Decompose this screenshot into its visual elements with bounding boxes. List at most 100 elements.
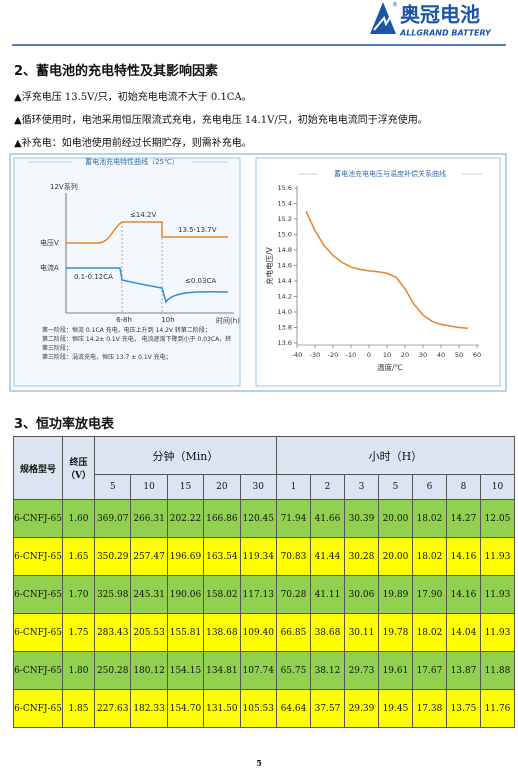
bullet: ▲循环使用时，电池采用恒压限流式充电，充电电压 14.1V/只，初始充电电流同于… (14, 115, 428, 126)
value-cell: 158.02 (203, 575, 241, 614)
chart-title: 蓄电池充电电压与温度补偿关系曲线 (334, 169, 446, 178)
y-tick-label: 14.4 (278, 277, 292, 285)
value-cell: 30.28 (343, 537, 379, 576)
value-cell: 30.39 (343, 499, 379, 538)
y-tick-label: 15.0 (278, 231, 292, 239)
value-cell: 17.90 (411, 575, 447, 614)
current-label: 电流A (40, 263, 59, 272)
column-header: 2 (309, 474, 345, 500)
y-axis-label: 充电电压/V (264, 246, 274, 285)
note: 第一阶段：恒流 0.1CA 充电，电压上升到 14.2V 转第二阶段； (42, 327, 211, 334)
value-cell: 38.12 (309, 651, 345, 690)
value-cell: 134.81 (203, 651, 241, 690)
value-cell: 20.00 (377, 499, 413, 538)
value-cell: 350.29 (93, 537, 132, 576)
series-label: 12V系列 (50, 182, 78, 191)
voltage-label: 电压V (40, 238, 59, 247)
value-cell: 11.76 (479, 689, 515, 728)
value-cell: 30.06 (343, 575, 379, 614)
figure-area: ® 奥冠电池 ALLGRAND BATTERY 蓄电池充电特性曲线（25℃） 1… (9, 2, 507, 392)
value-cell: 18.02 (411, 613, 447, 652)
value-cell: 14.27 (445, 499, 481, 538)
bullet: ▲浮充电压 13.5V/只，初始充电电流不大于 0.1CA。 (14, 92, 252, 103)
time-axis-label: 时间(h) (216, 316, 240, 325)
left-panel (13, 157, 241, 387)
column-header: 3 (343, 474, 379, 500)
time-label: 10h (161, 316, 174, 324)
value-cell: 182.33 (130, 689, 168, 728)
value-cell: 18.02 (411, 499, 447, 538)
float-label: 13.5-13.7V (178, 226, 217, 234)
y-tick-label: 15.6 (278, 184, 292, 192)
y-tick-label: 14.6 (278, 262, 292, 270)
data-row: 6-CNFJ-65 1.60 369.07 266.31 202.22 166.86 120… (13, 499, 515, 538)
x-tick-label: -20 (328, 351, 339, 359)
value-cell: 109.40 (239, 613, 277, 652)
value-cell: 38.68 (309, 613, 345, 652)
data-row: 6-CNFJ-65 1.75 283.43 205.53 155.81 138.68 109… (13, 613, 515, 652)
value-cell: 205.53 (130, 613, 168, 652)
value-cell: 120.45 (239, 499, 277, 538)
value-cell: 14.16 (445, 537, 481, 576)
brand-en: ALLGRAND BATTERY (399, 29, 492, 38)
column-header: 30 (239, 474, 277, 500)
value-cell: 325.98 (93, 575, 132, 614)
model-cell: 6-CNFJ-65 (13, 575, 63, 614)
page-number: 5 (256, 758, 262, 768)
y-tick-label: 15.2 (278, 215, 292, 223)
x-tick-label: 50 (455, 351, 463, 359)
current-curve (66, 267, 229, 304)
value-cell: 29.73 (343, 651, 379, 690)
value-cell: 13.75 (445, 689, 481, 728)
x-tick-label: 30 (419, 351, 427, 359)
value-cell: 117.13 (239, 575, 277, 614)
header-row: 5 10 15 20 30 1 2 3 5 6 8 10 (14, 474, 515, 500)
model-cell: 6-CNFJ-65 (13, 499, 63, 538)
model-cell: 6-CNFJ-65 (13, 537, 63, 576)
logo-stroke (373, 13, 393, 31)
value-cell: 30.11 (343, 613, 379, 652)
header-line: （V） (66, 471, 91, 481)
brand: 奥冠电池 (400, 3, 480, 27)
data-row: 6-CNFJ-65 1.65 350.29 257.47 196.69 163.54 119… (13, 537, 515, 576)
section-title: 2、蓄电池的充电特性及其影响因素 (14, 64, 219, 79)
value-cell: 19.45 (377, 689, 413, 728)
value-cell: 180.12 (130, 651, 168, 690)
value-cell: 20.00 (377, 537, 413, 576)
y-tick-label: 14.0 (278, 308, 292, 316)
value-cell: 11.93 (479, 575, 515, 614)
value-cell: 131.50 (203, 689, 241, 728)
value-cell: 66.85 (275, 613, 311, 652)
x-axis-label: 温度/℃ (377, 362, 403, 372)
column-header: 15 (166, 474, 205, 500)
model-cell: 6-CNFJ-65 (13, 613, 63, 652)
value-cell: 65.75 (275, 651, 311, 690)
initial-current-label: 0.1-0.12CA (74, 273, 113, 281)
value-cell: 245.31 (130, 575, 168, 614)
note: 第三阶段：涓流充电，恒压 13.7 ± 0.1V 充电； (42, 354, 172, 361)
column-header: 5 (93, 474, 132, 500)
voltage-cell: 1.65 (62, 537, 95, 576)
model-cell: 6-CNFJ-65 (13, 689, 63, 728)
value-cell: 11.88 (479, 651, 515, 690)
header-line: 终压 (69, 458, 88, 468)
value-cell: 29.39 (343, 689, 379, 728)
value-cell: 266.31 (130, 499, 168, 538)
x-tick-label: -40 (292, 351, 303, 359)
column-header: 10 (479, 474, 515, 500)
value-cell: 250.28 (93, 651, 132, 690)
section-title: 3、恒功率放电表 (14, 417, 115, 432)
x-tick-label: 40 (437, 351, 445, 359)
y-tick-label: 13.6 (278, 339, 292, 347)
y-tick-label: 13.8 (278, 324, 292, 332)
value-cell: 154.70 (166, 689, 205, 728)
value-cell: 64.64 (275, 689, 311, 728)
temperature-curve (305, 210, 469, 330)
value-cell: 70.83 (275, 537, 311, 576)
value-cell: 163.54 (203, 537, 241, 576)
value-cell: 19.78 (377, 613, 413, 652)
data-row: 6-CNFJ-65 1.85 227.63 182.33 154.70 131.50 105… (13, 689, 515, 728)
value-cell: 154.15 (166, 651, 205, 690)
y-tick-label: 14.2 (278, 293, 292, 301)
